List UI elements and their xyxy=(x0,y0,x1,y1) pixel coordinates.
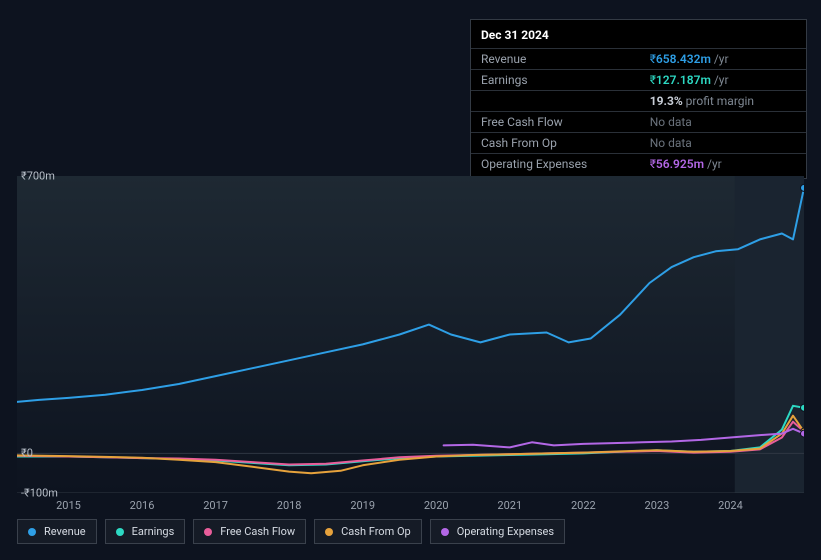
legend-dot-icon xyxy=(116,528,124,536)
y-axis-label: ₹0 xyxy=(21,447,33,460)
chart-svg xyxy=(17,158,804,493)
y-axis-label: -₹100m xyxy=(21,487,58,500)
tooltip-row-label xyxy=(471,91,640,112)
x-axis-label: 2018 xyxy=(277,499,302,512)
x-axis-label: 2024 xyxy=(718,499,743,512)
chart-area[interactable]: ₹700m₹0-₹100m201520162017201820192020202… xyxy=(17,158,804,493)
legend-dot-icon xyxy=(28,528,36,536)
legend-label: Earnings xyxy=(132,525,175,538)
tooltip-row-value: ₹127.187m /yr xyxy=(640,70,806,91)
legend-item-earnings[interactable]: Earnings xyxy=(105,519,186,544)
x-axis-label: 2017 xyxy=(203,499,228,512)
x-axis-label: 2019 xyxy=(350,499,375,512)
legend-label: Free Cash Flow xyxy=(220,525,295,538)
legend-item-cfo[interactable]: Cash From Op xyxy=(314,519,422,544)
tooltip-row-value: ₹658.432m /yr xyxy=(640,49,806,70)
tooltip-date: Dec 31 2024 xyxy=(471,28,806,48)
legend-item-opex[interactable]: Operating Expenses xyxy=(430,519,565,544)
legend-label: Cash From Op xyxy=(341,525,411,538)
legend-label: Operating Expenses xyxy=(457,525,554,538)
legend-item-revenue[interactable]: Revenue xyxy=(17,519,97,544)
x-axis-label: 2015 xyxy=(56,499,81,512)
tooltip-row-label: Cash From Op xyxy=(471,133,640,154)
legend-label: Revenue xyxy=(44,525,86,538)
tooltip-row-label: Free Cash Flow xyxy=(471,112,640,133)
tooltip-row-label: Earnings xyxy=(471,70,640,91)
tooltip-table: Revenue₹658.432m /yrEarnings₹127.187m /y… xyxy=(471,48,806,174)
legend-dot-icon xyxy=(441,528,449,536)
tooltip-row-value: 19.3% profit margin xyxy=(640,91,806,112)
x-axis-label: 2022 xyxy=(571,499,596,512)
legend-dot-icon xyxy=(204,528,212,536)
tooltip-row-label: Revenue xyxy=(471,49,640,70)
legend-item-fcf[interactable]: Free Cash Flow xyxy=(193,519,306,544)
x-axis-label: 2020 xyxy=(424,499,449,512)
chart-tooltip: Dec 31 2024 Revenue₹658.432m /yrEarnings… xyxy=(470,19,807,179)
x-axis-label: 2023 xyxy=(645,499,670,512)
y-axis-label: ₹700m xyxy=(21,170,55,183)
legend-dot-icon xyxy=(325,528,333,536)
tooltip-row-value: No data xyxy=(640,133,806,154)
x-axis-label: 2016 xyxy=(130,499,155,512)
x-axis-label: 2021 xyxy=(497,499,522,512)
legend: Revenue Earnings Free Cash Flow Cash From O… xyxy=(17,519,565,544)
tooltip-row-value: No data xyxy=(640,112,806,133)
